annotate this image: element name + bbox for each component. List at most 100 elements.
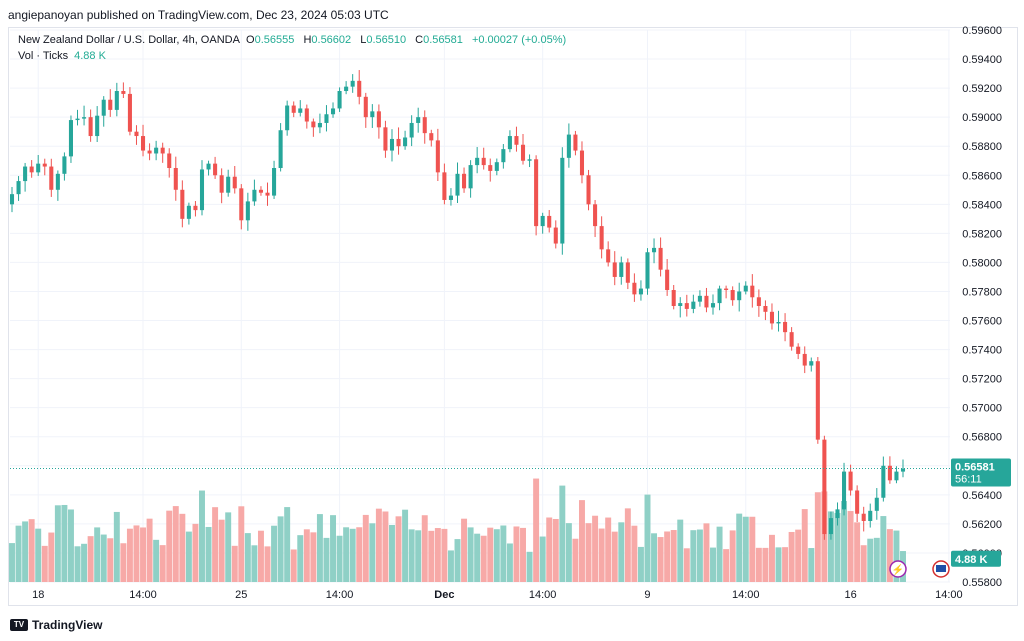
candle-body <box>534 159 539 227</box>
volume-bar <box>356 527 363 582</box>
time-tick-label: 14:00 <box>935 589 963 601</box>
candle-body <box>842 471 847 510</box>
candle-body <box>213 163 218 176</box>
candle-body <box>868 510 873 521</box>
close-value: 0.56581 <box>423 34 463 46</box>
candle-body <box>311 121 316 128</box>
candle-body <box>815 361 820 440</box>
price-tick-label: 0.56400 <box>962 490 1002 502</box>
candle-body <box>488 165 493 171</box>
volume-bar <box>28 519 35 582</box>
candle-body <box>861 513 866 521</box>
volume-bar <box>592 515 599 582</box>
volume-bar <box>244 533 251 582</box>
volume-bar <box>375 508 382 582</box>
price-tick-label: 0.56200 <box>962 519 1002 531</box>
candle-body <box>23 166 28 182</box>
high-value: 0.56602 <box>311 34 352 46</box>
volume-bar <box>487 527 494 582</box>
volume-bar <box>782 547 789 582</box>
volume-bar <box>880 516 887 582</box>
candle-body <box>599 226 604 250</box>
candle-body <box>671 290 676 306</box>
candle-body <box>835 509 840 519</box>
candle-body <box>743 285 748 292</box>
volume-bar <box>179 513 186 582</box>
candle-body <box>560 157 565 244</box>
time-tick-label: 14:00 <box>129 589 157 601</box>
volume-bar <box>867 538 874 582</box>
volume-bar <box>644 494 651 582</box>
candle-body <box>245 201 250 221</box>
price-tick-label: 0.58400 <box>962 199 1002 211</box>
candle-body <box>186 205 191 219</box>
brand-footer[interactable]: TV TradingView <box>10 618 102 632</box>
volume-bar <box>461 518 468 582</box>
candle-body <box>540 215 545 227</box>
volume-bar <box>605 517 612 582</box>
price-tick-label: 0.57600 <box>962 316 1002 328</box>
time-tick-label: Dec <box>434 589 454 601</box>
volume-bar <box>54 505 61 582</box>
lightning-event-icon <box>889 560 907 578</box>
volume-bar <box>81 543 88 582</box>
volume-bar <box>533 478 540 582</box>
volume-bar <box>271 525 278 582</box>
volume-bar <box>22 521 29 582</box>
candle-body <box>855 490 860 514</box>
volume-bar <box>624 508 631 582</box>
candle-body <box>285 105 290 131</box>
volume-bar <box>480 535 487 582</box>
volume-bar <box>454 539 461 582</box>
candle-body <box>632 282 637 295</box>
price-tick-label: 0.55800 <box>962 577 1002 589</box>
candle-body <box>82 117 87 119</box>
candle-body <box>409 122 414 138</box>
candle-body <box>455 173 460 196</box>
candle-body <box>730 290 735 301</box>
volume-bar <box>716 526 723 582</box>
volume-bar <box>637 546 644 582</box>
price-tick-label: 0.57200 <box>962 374 1002 386</box>
volume-bar <box>696 529 703 582</box>
volume-bar <box>729 530 736 582</box>
candle-body <box>416 117 421 123</box>
volume-bar <box>749 516 756 582</box>
volume-bar <box>133 525 140 582</box>
volume-bar <box>493 529 500 582</box>
candle-body <box>95 115 100 137</box>
volume-bar <box>41 545 48 582</box>
volume-bar <box>768 534 775 582</box>
volume-bar <box>218 519 225 582</box>
candle-body <box>435 140 440 173</box>
candle-body <box>337 91 342 109</box>
volume-bar <box>153 539 160 582</box>
volume-bar <box>284 507 291 582</box>
volume-bar <box>238 506 245 582</box>
candle-body <box>658 247 663 270</box>
candle-body <box>252 189 257 202</box>
volume-bar <box>827 511 834 582</box>
volume-bar <box>539 536 546 582</box>
candle-body <box>606 249 611 263</box>
volume-bar <box>48 532 55 582</box>
volume-bar <box>395 516 402 582</box>
volume-bar <box>893 530 900 582</box>
volume-bar <box>185 531 192 582</box>
candle-body <box>127 93 132 132</box>
price-tick-label: 0.58200 <box>962 228 1002 240</box>
close-key: C <box>415 34 424 46</box>
volume-bar <box>402 509 409 582</box>
volume-value: 4.88 K <box>74 50 106 62</box>
candle-body <box>894 471 899 481</box>
time-tick-label: 14:00 <box>529 589 557 601</box>
volume-bar <box>389 524 395 582</box>
candle-body <box>769 311 775 324</box>
candle-body <box>422 117 427 134</box>
candle-body <box>638 288 643 295</box>
price-tick-label: 0.58600 <box>962 170 1002 182</box>
candle-body <box>684 303 689 309</box>
